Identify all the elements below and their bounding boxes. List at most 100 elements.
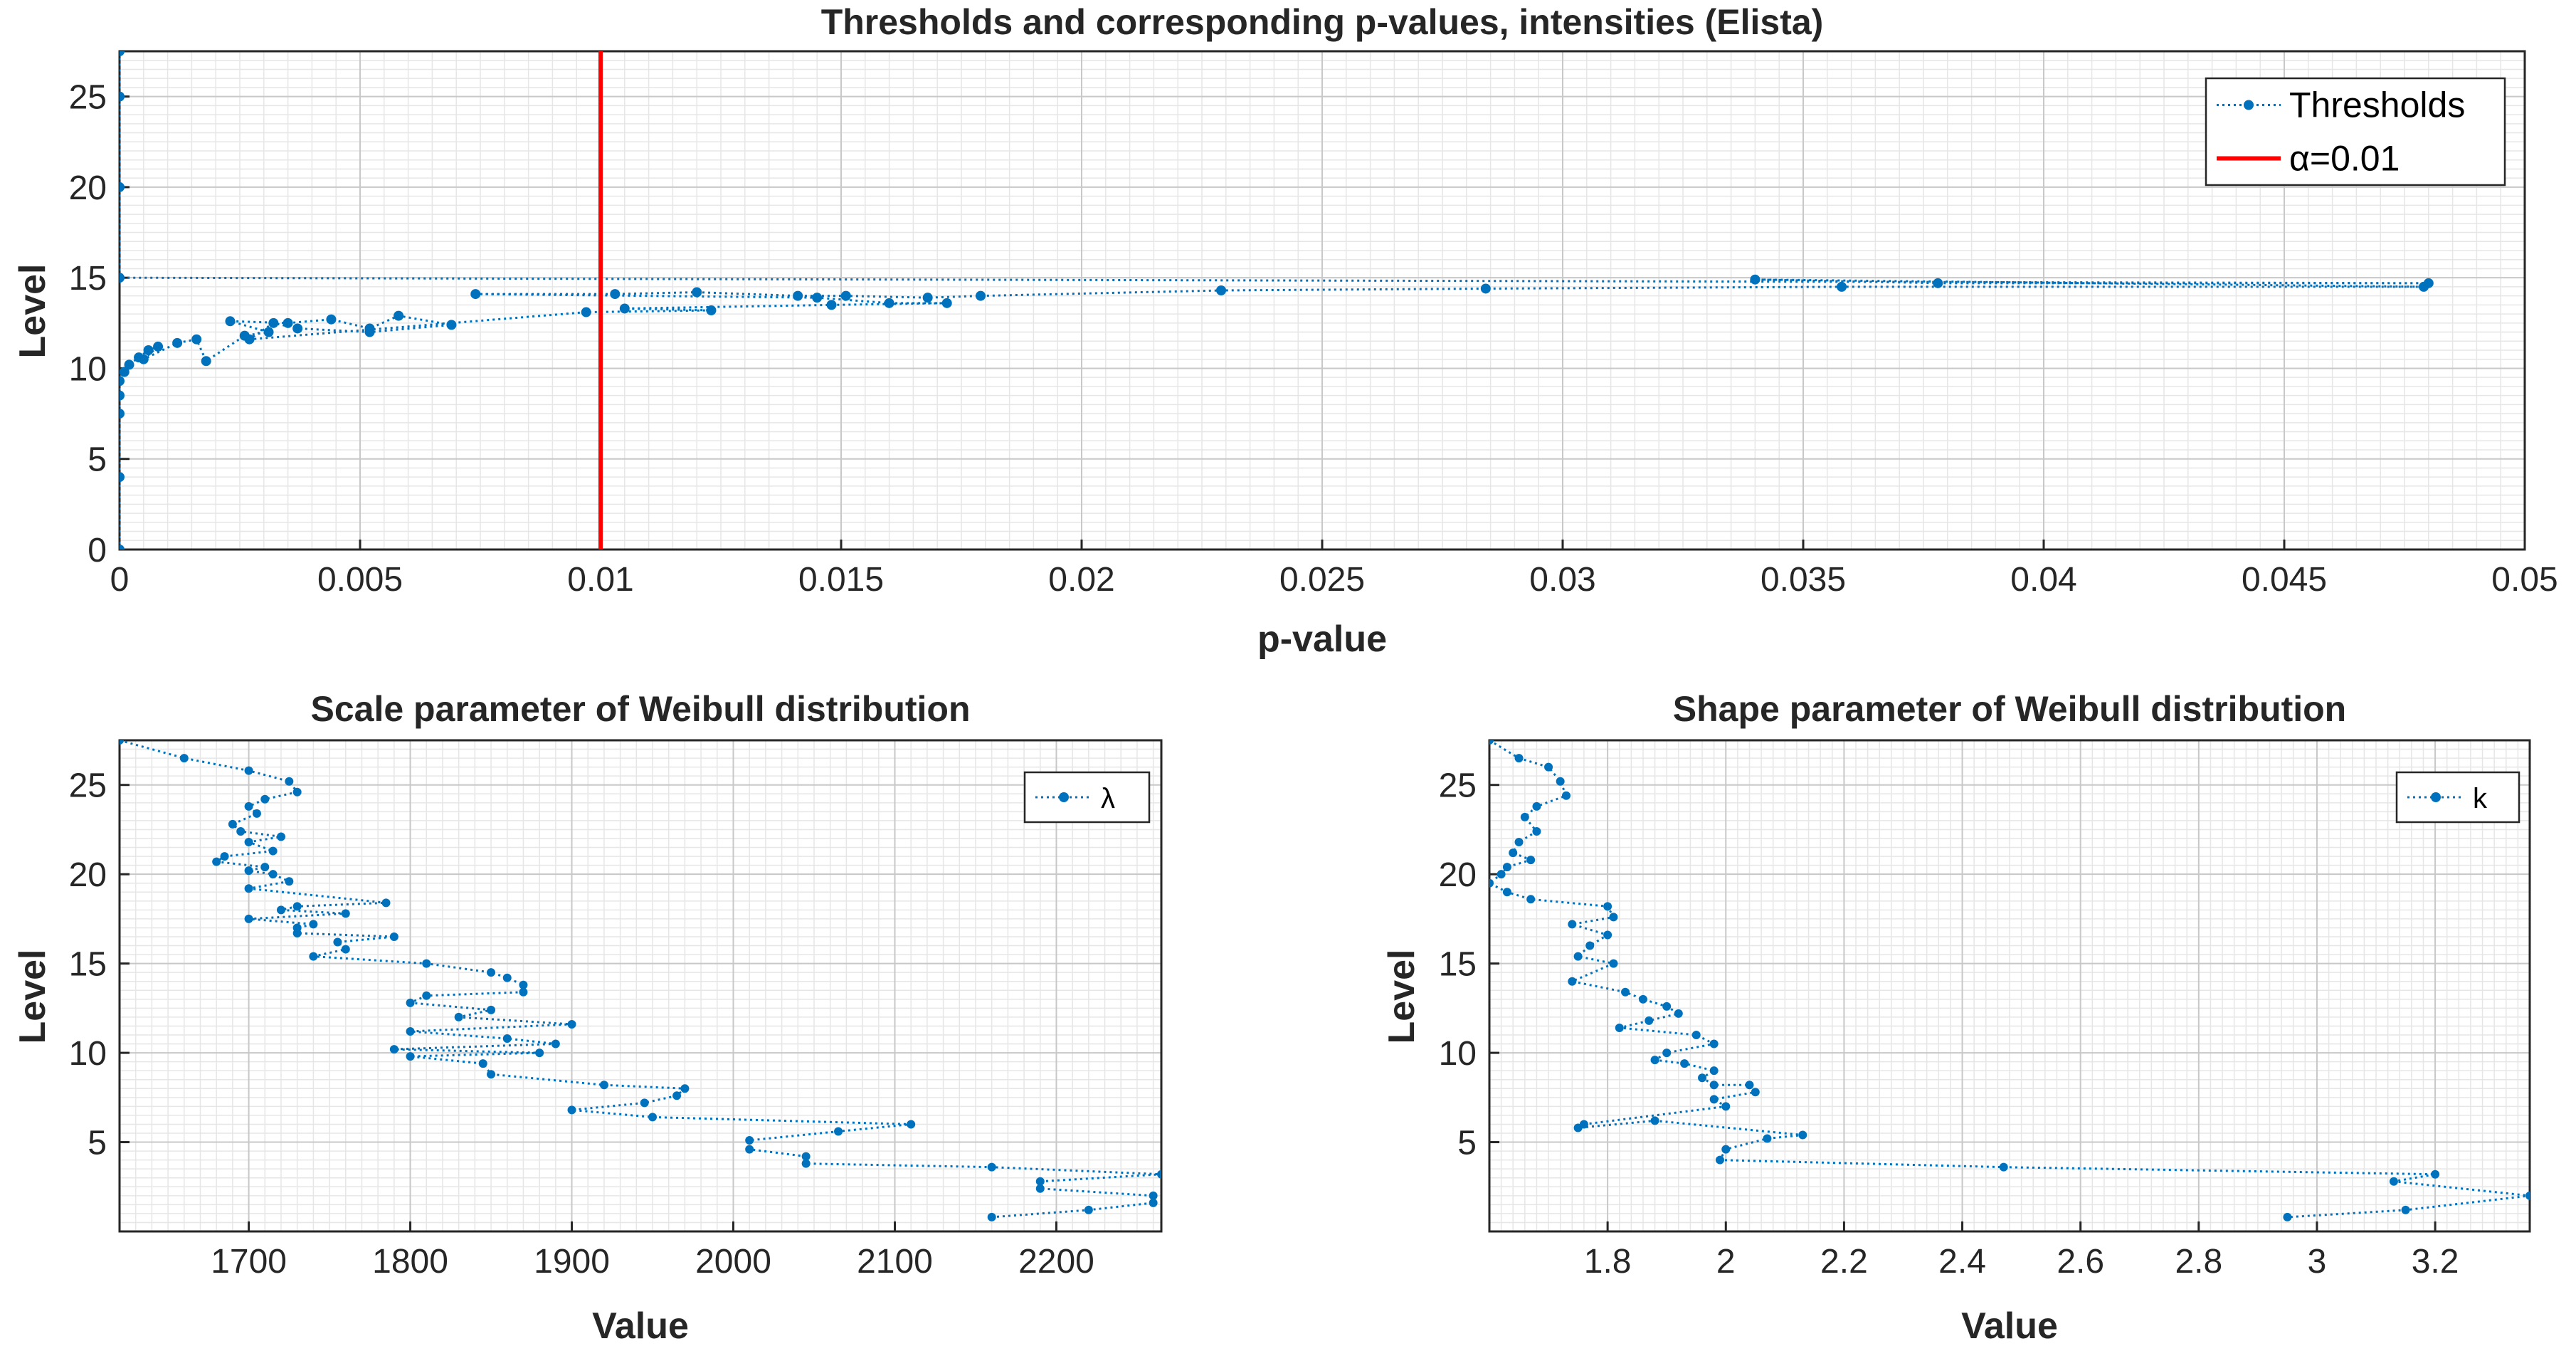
x-tick-label: 0 [110,561,130,599]
data-point [1645,1016,1654,1025]
y-tick-label: 25 [69,79,107,117]
data-point [244,334,255,345]
y-tick-label: 5 [1457,1125,1477,1162]
x-tick-label: 3.2 [2412,1243,2459,1281]
y-axis-label: Level [12,264,53,359]
legend: λ [1023,771,1151,824]
legend-label: α=0.01 [2289,139,2400,179]
data-point [2283,1212,2292,1221]
data-point [502,973,512,982]
data-point [120,367,130,377]
data-point [292,323,303,334]
data-point [812,293,823,303]
x-axis-label: Value [592,1305,689,1347]
data-point [487,1070,496,1079]
data-point [801,1159,811,1168]
x-tick-label: 0.05 [2491,561,2557,599]
data-point [1568,920,1577,929]
data-point [487,968,496,977]
data-point [672,1091,682,1100]
legend-swatch-marker [2431,792,2441,802]
data-point [276,905,285,915]
legend-swatch-marker [2244,100,2254,110]
x-tick-label: 0.035 [1761,561,1846,599]
data-point [333,937,342,947]
shape-panel: 1.8 2 2.2 2.4 2.6 2.8 3 3.2 5 10 15 20 25 Shape param… [1381,689,2531,1347]
data-point [2525,1191,2530,1200]
data-point [153,341,164,352]
data-point [252,809,261,818]
legend-box [2395,771,2520,824]
data-point [1532,826,1541,836]
data-point [1721,1102,1731,1111]
data-point [2423,278,2434,288]
data-point [1691,1031,1701,1039]
y-tick-label: 25 [1439,767,1477,805]
x-tick-label: 3 [2308,1243,2327,1281]
data-point [551,1039,560,1048]
data-point [826,300,837,310]
data-point [581,307,591,317]
data-point [2431,1170,2440,1179]
data-point [640,1098,649,1108]
data-point [1650,1056,1659,1065]
data-point [470,289,481,300]
data-point [309,952,318,961]
data-point [341,909,350,918]
data-point [599,1081,608,1090]
data-point [680,1084,690,1093]
legend-label: λ [1101,783,1115,814]
data-point [619,303,630,314]
data-point [446,320,457,330]
y-tick-label: 20 [1439,856,1477,894]
data-point [1680,1059,1689,1068]
data-point [648,1113,658,1122]
data-point [244,914,253,923]
data-point [1526,856,1536,865]
x-axis-label: Value [1961,1305,2058,1347]
data-point [138,354,149,364]
x-tick-label: 2.6 [2057,1243,2104,1281]
data-point [834,1127,843,1136]
data-point [244,884,253,893]
x-tick-label: 2.4 [1938,1243,1986,1281]
data-point [745,1136,754,1145]
y-tick-label: 5 [88,441,107,479]
x-tick-label: 2200 [1018,1243,1094,1281]
data-point [1603,930,1612,940]
legend: Thresholds α=0.01 [2205,77,2506,186]
data-point [268,846,278,856]
x-tick-label: 2.8 [2175,1243,2222,1281]
data-point [236,826,246,836]
data-point [285,777,294,786]
data-point [285,877,294,886]
data-point [1745,1081,1754,1090]
data-point [1609,913,1618,922]
data-point [987,1212,996,1221]
data-point [1514,838,1524,847]
axes-box [1488,739,2531,1233]
data-point [143,345,154,355]
legend-box [2205,77,2506,186]
data-point [394,310,404,321]
data-point [172,337,183,348]
data-point [745,1145,754,1154]
data-point [1526,895,1536,904]
data-point [120,273,125,283]
data-point [120,472,125,483]
data-point [1149,1198,1158,1207]
chart-title: Scale parameter of Weibull distribution [310,689,970,729]
data-point [268,317,279,328]
data-point [502,1034,512,1044]
data-point [1709,1095,1719,1104]
axes-box [118,739,1163,1233]
data-point [487,1005,496,1014]
y-tick-label: 10 [69,1035,107,1073]
data-point [1035,1184,1045,1193]
data-point [276,832,285,841]
data-point [1496,870,1506,879]
data-point [1502,863,1511,872]
data-point [801,1152,811,1161]
data-point [292,928,302,937]
